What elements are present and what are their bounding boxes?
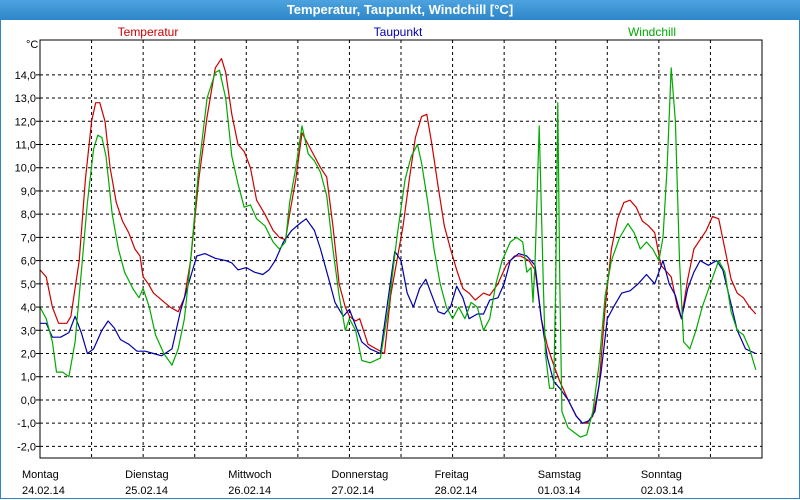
x-tick-date: 02.03.14 xyxy=(641,485,684,497)
y-tick-label: 2,0 xyxy=(21,349,36,361)
y-unit-label: °C xyxy=(26,39,38,51)
y-tick-label: 12,0 xyxy=(15,116,36,128)
y-tick-label: -1,0 xyxy=(17,418,36,430)
x-tick-day: Mittwoch xyxy=(228,469,271,481)
y-tick-label: 4,0 xyxy=(21,302,36,314)
x-tick-date: 27.02.14 xyxy=(331,485,374,497)
series-line-taupunkt xyxy=(40,218,757,424)
legend-item-windchill: Windchill xyxy=(628,25,676,39)
y-tick-label: 1,0 xyxy=(21,372,36,384)
y-tick-label: 0,0 xyxy=(21,395,36,407)
legend: Temperatur Taupunkt Windchill xyxy=(118,25,676,39)
y-tick-label: 11,0 xyxy=(15,140,36,152)
y-tick-label: 13,0 xyxy=(15,93,36,105)
y-tick-label: 10,0 xyxy=(15,163,36,175)
x-tick-date: 01.03.14 xyxy=(538,485,581,497)
x-axis-ticks: Montag 24.02.14 Dienstag 25.02.14 Mittwoch 26… xyxy=(22,469,684,497)
y-tick-label: 8,0 xyxy=(21,209,36,221)
x-tick-date: 26.02.14 xyxy=(228,485,271,497)
series-line-windchill xyxy=(39,67,757,438)
x-tick-date: 24.02.14 xyxy=(22,485,65,497)
x-tick-day: Freitag xyxy=(435,469,469,481)
legend-item-temperatur: Temperatur xyxy=(118,25,179,39)
x-tick-day: Montag xyxy=(22,469,59,481)
y-tick-label: 7,0 xyxy=(21,232,36,244)
grid xyxy=(40,40,762,458)
y-tick-label: 9,0 xyxy=(21,186,36,198)
y-tick-label: 6,0 xyxy=(21,256,36,268)
plot-border xyxy=(39,39,763,459)
y-tick-label: 5,0 xyxy=(21,279,36,291)
y-tick-label: 14,0 xyxy=(15,70,36,82)
x-tick-day: Samstag xyxy=(538,469,581,481)
x-tick-day: Donnerstag xyxy=(331,469,388,481)
x-tick-day: Dienstag xyxy=(125,469,168,481)
legend-item-taupunkt: Taupunkt xyxy=(374,25,423,39)
y-tick-label: 3,0 xyxy=(21,325,36,337)
y-axis-ticks: -2,0 -1,0 0,0 1,0 2,0 3,0 4,0 5,0 6,0 7,0 8,0 9,0 10… xyxy=(15,70,40,453)
series-lines xyxy=(39,57,757,438)
x-tick-day: Sonntag xyxy=(641,469,682,481)
x-tick-date: 25.02.14 xyxy=(125,485,168,497)
y-tick-label: -2,0 xyxy=(17,441,36,453)
series-line-temperatur xyxy=(39,57,757,424)
chart-title: Temperatur, Taupunkt, Windchill [°C] xyxy=(0,0,800,20)
x-tick-date: 28.02.14 xyxy=(435,485,478,497)
